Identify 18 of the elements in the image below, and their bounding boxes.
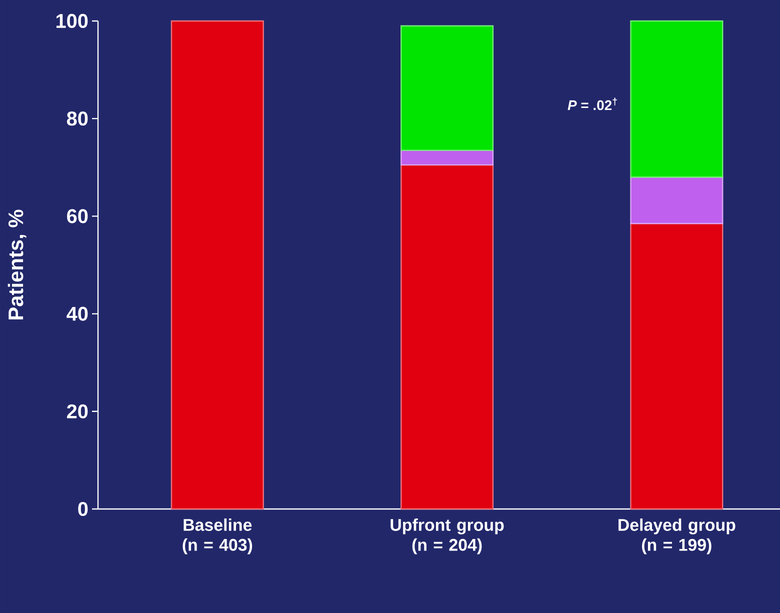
bar <box>630 176 724 224</box>
bar <box>400 150 494 166</box>
y-tick-label: 20 <box>67 404 88 418</box>
annotation: P = .02$^{†}$ <box>568 98 617 110</box>
x-tick-label: Upfront group (n = 204) <box>390 518 504 554</box>
x-tick-label: Delayed group (n = 199) <box>618 518 736 554</box>
x-tick-label: Baseline (n = 403) <box>182 518 252 554</box>
y-tick-label: 100 <box>56 14 88 28</box>
bar <box>400 164 494 510</box>
bar <box>400 25 494 151</box>
y-axis-title: Patients, % <box>8 210 26 320</box>
y-tick-label: 0 <box>78 502 88 516</box>
bar <box>630 20 724 178</box>
y-tick-label: 80 <box>66 112 88 126</box>
y-tick-label: 40 <box>66 306 88 321</box>
y-tick-label: 60 <box>67 209 88 224</box>
bar <box>630 222 724 510</box>
bar <box>170 20 264 510</box>
